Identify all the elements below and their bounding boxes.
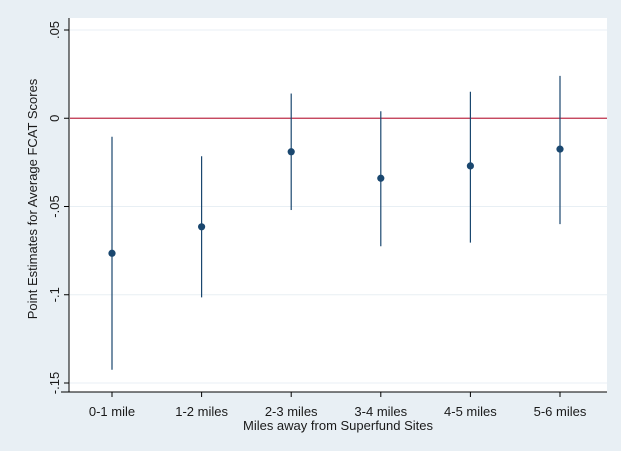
point-estimate-marker [556,145,564,153]
point-estimate-marker [466,162,474,170]
y-axis-ticks: .05 0 -.05 -.1 -.15 [47,21,69,394]
x-tick-label: 1-2 miles [175,404,228,419]
x-tick-label: 2-3 miles [265,404,318,419]
data-series [108,75,564,370]
point-estimate-marker [377,174,385,182]
x-tick-label: 4-5 miles [444,404,497,419]
x-axis-title: Miles away from Superfund Sites [243,418,434,433]
y-tick-label: .05 [47,21,62,39]
x-tick-label: 3-4 miles [354,404,407,419]
point-estimate-marker [287,148,295,156]
point-estimate-marker [198,223,206,231]
y-tick-label: -.1 [47,287,62,302]
y-tick-label: -.15 [47,372,62,394]
y-tick-label: -.05 [47,195,62,217]
plot-area [69,18,607,392]
point-estimate-marker [108,249,116,257]
x-tick-label: 5-6 miles [534,404,587,419]
y-axis-title: Point Estimates for Average FCAT Scores [25,78,40,319]
y-tick-label: 0 [47,115,62,122]
x-tick-label: 0-1 mile [89,404,135,419]
x-axis-ticks: 0-1 mile 1-2 miles 2-3 miles 3-4 miles 4-5 m… [89,392,587,419]
